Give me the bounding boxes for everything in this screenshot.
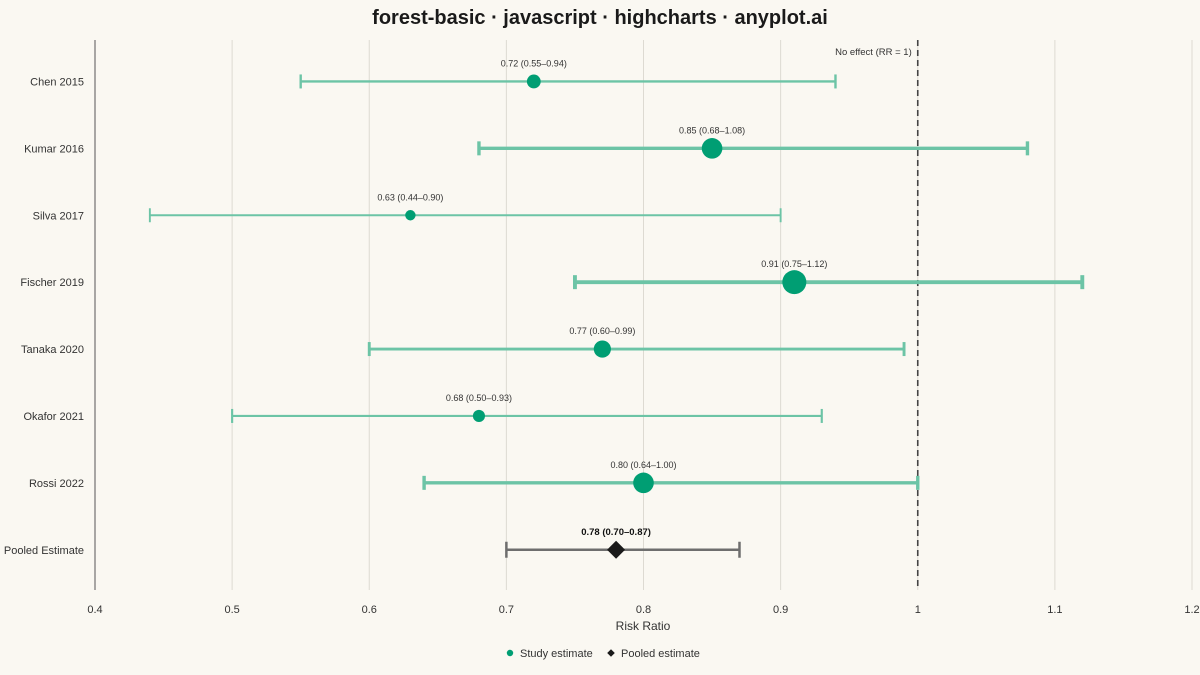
study-point — [472, 409, 486, 423]
y-category-label: Kumar 2016 — [24, 143, 84, 155]
x-tick-label: 1.2 — [1184, 604, 1199, 616]
pooled-data-label: 0.78 (0.70–0.87) — [581, 527, 651, 538]
x-tick-label: 1 — [915, 604, 921, 616]
data-label: 0.85 (0.68–1.08) — [679, 125, 745, 135]
study-point — [782, 270, 807, 295]
y-category-label: Chen 2015 — [30, 76, 84, 88]
data-label: 0.77 (0.60–0.99) — [569, 326, 635, 336]
legend-marker-diamond — [607, 649, 615, 657]
grid-lines — [231, 40, 1193, 590]
legend-marker-circle — [506, 649, 514, 657]
pooled-diamond — [607, 540, 626, 559]
legend-item[interactable]: Study estimate — [506, 648, 593, 660]
x-axis: 0.4 0.5 0.6 0.7 0.8 0.9 1 1.1 1.2 — [87, 604, 1199, 616]
study-point — [526, 74, 541, 89]
legend-item[interactable]: Pooled estimate — [607, 648, 700, 660]
study-point — [593, 340, 611, 358]
study-point — [633, 472, 654, 494]
legend-label: Study estimate — [520, 648, 593, 660]
x-tick-label: 0.5 — [224, 604, 239, 616]
y-category-label: Fischer 2019 — [20, 277, 84, 289]
y-category-label: Rossi 2022 — [29, 478, 84, 490]
study-point — [405, 210, 416, 221]
x-tick-label: 0.8 — [636, 604, 651, 616]
data-label: 0.80 (0.64–1.00) — [610, 460, 676, 470]
y-category-label: Silva 2017 — [33, 210, 84, 222]
x-axis-label: Risk Ratio — [616, 619, 671, 633]
y-axis: Chen 2015 Kumar 2016 Silva 2017 Fischer 201… — [4, 40, 96, 590]
legend[interactable]: Study estimate Pooled estimate — [506, 648, 700, 660]
y-category-label: Okafor 2021 — [23, 411, 84, 423]
x-tick-label: 0.4 — [87, 604, 102, 616]
x-tick-label: 0.6 — [362, 604, 377, 616]
data-label: 0.72 (0.55–0.94) — [501, 58, 567, 68]
study-point — [701, 138, 723, 159]
data-label: 0.68 (0.50–0.93) — [446, 393, 512, 403]
x-tick-label: 0.9 — [773, 604, 788, 616]
data-label: 0.63 (0.44–0.90) — [377, 192, 443, 202]
reference-line-label: No effect (RR = 1) — [835, 47, 912, 58]
chart-title: forest-basic · javascript · highcharts ·… — [372, 7, 828, 29]
data-label: 0.91 (0.75–1.12) — [761, 259, 827, 269]
x-tick-label: 0.7 — [499, 604, 514, 616]
y-category-label: Tanaka 2020 — [21, 344, 84, 356]
plot-area: No effect (RR = 1) 0.72 (0.55–0.94) 0.85 (… — [148, 40, 1085, 590]
legend-label: Pooled estimate — [621, 648, 700, 660]
x-tick-label: 1.1 — [1047, 604, 1062, 616]
y-category-label-pooled: Pooled Estimate — [4, 545, 84, 557]
